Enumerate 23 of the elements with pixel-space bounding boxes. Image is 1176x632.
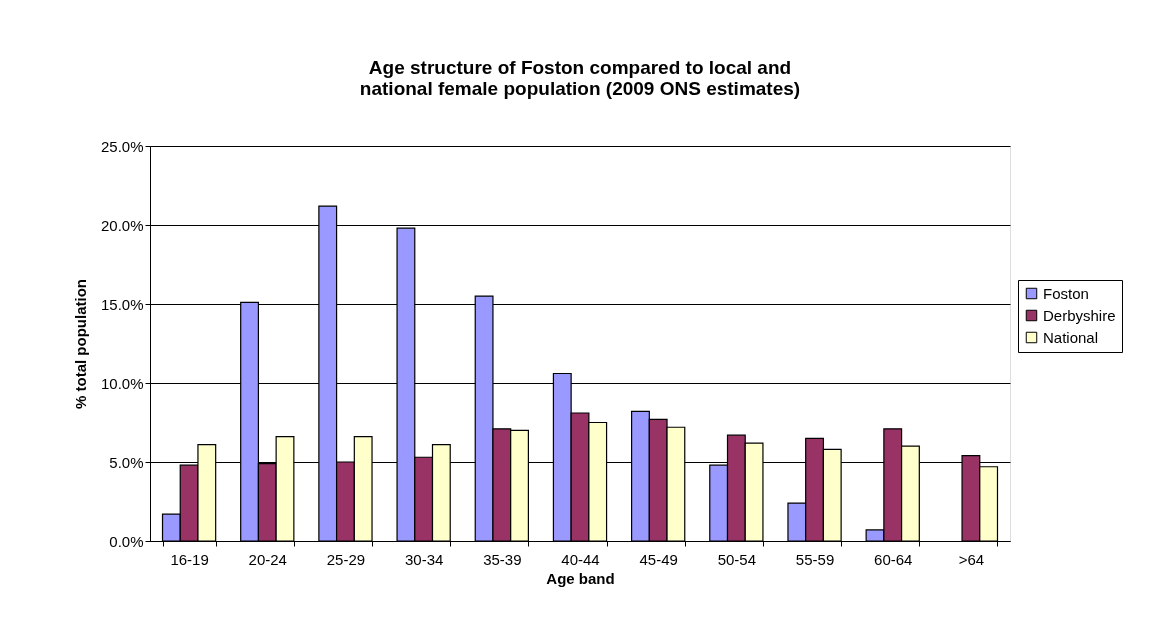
x-tick-label: 30-34 xyxy=(404,550,444,568)
legend-label: Foston xyxy=(1043,284,1089,302)
x-tick-label: 16-19 xyxy=(170,550,209,568)
y-tick-label: 20.0% xyxy=(100,216,144,234)
x-tick-label: 35-39 xyxy=(483,550,522,568)
x-tick-label: 45-49 xyxy=(639,550,678,568)
x-tick-label: 55-59 xyxy=(795,550,835,568)
x-tick-label: 25-29 xyxy=(326,550,366,568)
x-axis-title: Age band xyxy=(546,569,615,587)
x-tick-label: 50-54 xyxy=(717,550,757,568)
legend-label: Derbyshire xyxy=(1043,306,1116,324)
x-tick-label: >64 xyxy=(958,550,985,568)
y-tick-label: 15.0% xyxy=(100,295,144,313)
y-tick-label: 0.0% xyxy=(109,532,144,550)
y-tick-label: 5.0% xyxy=(109,453,144,471)
chart-title: Age structure of Foston compared to local and national female population (2009 ONS estimates) xyxy=(359,57,801,99)
legend-label: National xyxy=(1043,328,1099,346)
y-tick-label: 10.0% xyxy=(100,374,144,392)
y-axis-title: % total population xyxy=(71,279,89,409)
x-tick-label: 40-44 xyxy=(561,550,600,568)
y-tick-label: 25.0% xyxy=(100,137,144,155)
x-tick-label: 20-24 xyxy=(248,550,287,568)
x-tick-label: 60-64 xyxy=(874,550,913,568)
